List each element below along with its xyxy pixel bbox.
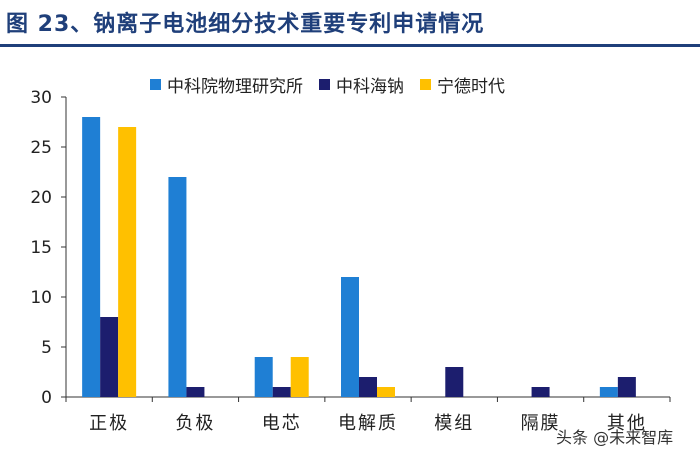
x-tick-label: 负极 xyxy=(175,413,215,434)
watermark: 头条 @未来智库 xyxy=(556,428,674,447)
bar-1 xyxy=(531,387,550,397)
bar-0 xyxy=(341,277,359,397)
x-tick-label: 电解质 xyxy=(338,413,398,434)
y-tick-label: 30 xyxy=(30,88,52,108)
bar-2 xyxy=(377,387,395,397)
legend-item-1: 中科海钠 xyxy=(319,72,404,97)
bar-1 xyxy=(445,367,464,397)
bar-1 xyxy=(359,377,377,397)
chart-title: 图 23、钠离子电池细分技术重要专利申请情况 xyxy=(6,12,485,37)
legend-item-2: 宁德时代 xyxy=(420,72,505,97)
bar-1 xyxy=(186,387,205,397)
legend-label-1: 中科海钠 xyxy=(336,76,404,97)
bar-0 xyxy=(599,387,618,397)
y-tick-label: 15 xyxy=(30,238,52,258)
bar-1 xyxy=(272,387,291,397)
legend-swatch-0 xyxy=(150,78,161,90)
bar-2 xyxy=(290,357,309,397)
legend-swatch-2 xyxy=(420,78,431,90)
title-underline xyxy=(0,44,700,47)
bar-2 xyxy=(118,127,137,397)
x-tick-label: 模组 xyxy=(434,413,474,434)
legend-label-0: 中科院物理研究所 xyxy=(167,76,303,97)
bar-0 xyxy=(82,117,101,397)
legend-item-0: 中科院物理研究所 xyxy=(150,72,303,97)
y-tick-label: 25 xyxy=(30,138,52,158)
y-tick-label: 0 xyxy=(41,388,52,408)
bar-0 xyxy=(254,357,273,397)
legend-swatch-1 xyxy=(319,78,330,90)
x-tick-label: 隔膜 xyxy=(521,413,561,434)
x-tick-label: 正极 xyxy=(89,413,129,434)
bar-1 xyxy=(100,317,119,397)
y-tick-label: 10 xyxy=(30,288,52,308)
x-tick-label: 其他 xyxy=(607,413,647,434)
y-tick-label: 5 xyxy=(41,338,52,358)
bar-0 xyxy=(168,177,187,397)
legend: 中科院物理研究所 中科海钠 宁德时代 xyxy=(150,72,505,97)
bar-1 xyxy=(617,377,636,397)
x-tick-label: 电芯 xyxy=(262,413,302,434)
legend-label-2: 宁德时代 xyxy=(437,76,505,97)
y-tick-label: 20 xyxy=(30,188,52,208)
